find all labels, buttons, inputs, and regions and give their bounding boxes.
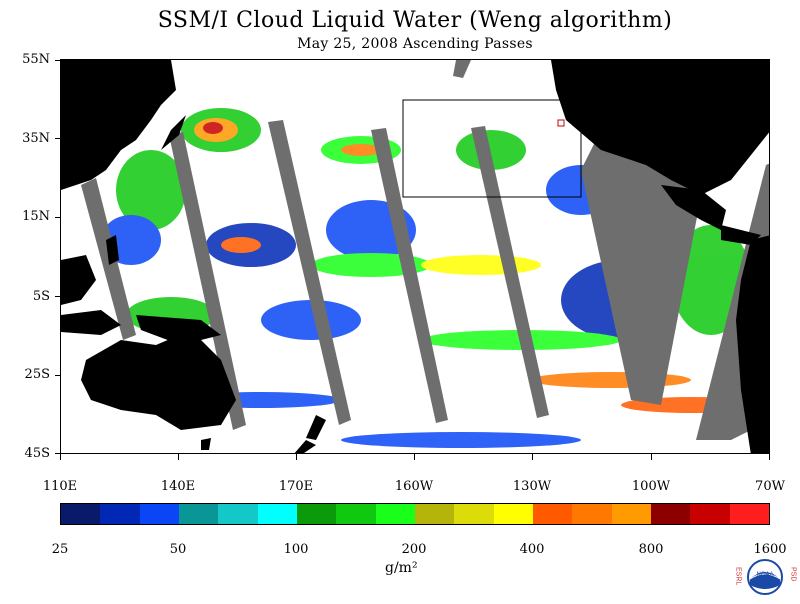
colorbar-swatch: [178, 504, 219, 524]
colorbar-swatch: [690, 504, 730, 524]
colorbar-label-200: 200: [401, 542, 427, 557]
lat-label-55n: 55N: [22, 52, 50, 67]
colorbar-swatch: [532, 504, 573, 524]
lon-label-160w: 160W: [394, 479, 434, 494]
chart-title: SSM/I Cloud Liquid Water (Weng algorithm…: [157, 8, 673, 33]
cloud-liquid-water-map: [60, 59, 770, 454]
lon-tick: [178, 454, 179, 460]
colorbar-swatch: [218, 504, 258, 524]
marker-box: [557, 119, 565, 127]
lon-tick: [414, 454, 415, 460]
colorbar-unit: g/m²: [385, 560, 418, 576]
colorbar-label-100: 100: [283, 542, 309, 557]
colorbar-swatch: [100, 504, 140, 524]
colorbar-label-25: 25: [51, 542, 69, 557]
colorbar-swatch: [493, 504, 533, 524]
colorbar: [60, 503, 770, 525]
lat-tick: [55, 60, 61, 61]
lat-label-25s: 25S: [24, 367, 50, 382]
inset-region-box: [402, 99, 582, 198]
lon-tick: [769, 454, 770, 460]
colorbar-swatch: [729, 504, 769, 524]
colorbar-swatch: [296, 504, 337, 524]
colorbar-swatch: [375, 504, 415, 524]
lon-label-100w: 100W: [631, 479, 671, 494]
lon-tick: [60, 454, 61, 460]
lon-label-70w: 70W: [755, 479, 785, 494]
lon-label-140e: 140E: [160, 479, 196, 494]
lat-tick: [55, 217, 61, 218]
colorbar-swatch: [139, 504, 179, 524]
logo-center-text: NOAA: [756, 572, 773, 578]
colorbar-swatch: [336, 504, 376, 524]
logo-left-text: ESRL: [735, 567, 742, 585]
lat-label-45s: 45S: [24, 446, 50, 461]
colorbar-swatch: [650, 504, 691, 524]
lat-tick: [55, 453, 61, 454]
colorbar-label-1600: 1600: [753, 542, 787, 557]
noaa-logo: NOAA ESRL PSD: [730, 555, 800, 600]
lat-label-35n: 35N: [22, 131, 50, 146]
colorbar-swatch: [414, 504, 455, 524]
logo-right-text: PSD: [790, 567, 797, 581]
colorbar-swatch: [61, 504, 101, 524]
lon-tick: [651, 454, 652, 460]
lon-label-170e: 170E: [278, 479, 314, 494]
colorbar-label-800: 800: [638, 542, 664, 557]
colorbar-swatch: [611, 504, 651, 524]
colorbar-swatch: [572, 504, 612, 524]
lon-tick: [296, 454, 297, 460]
colorbar-swatch: [454, 504, 494, 524]
lat-tick: [55, 375, 61, 376]
lat-tick: [55, 138, 61, 139]
colorbar-label-50: 50: [169, 542, 187, 557]
chart-subtitle: May 25, 2008 Ascending Passes: [297, 36, 533, 52]
colorbar-label-400: 400: [519, 542, 545, 557]
lat-label-5s: 5S: [32, 289, 50, 304]
map-graphic: [61, 60, 769, 453]
lat-label-15n: 15N: [22, 209, 50, 224]
lon-label-130w: 130W: [512, 479, 552, 494]
lon-tick: [532, 454, 533, 460]
lat-tick: [55, 296, 61, 297]
colorbar-swatch: [257, 504, 297, 524]
lon-label-110e: 110E: [42, 479, 78, 494]
land-masses: [61, 60, 769, 453]
